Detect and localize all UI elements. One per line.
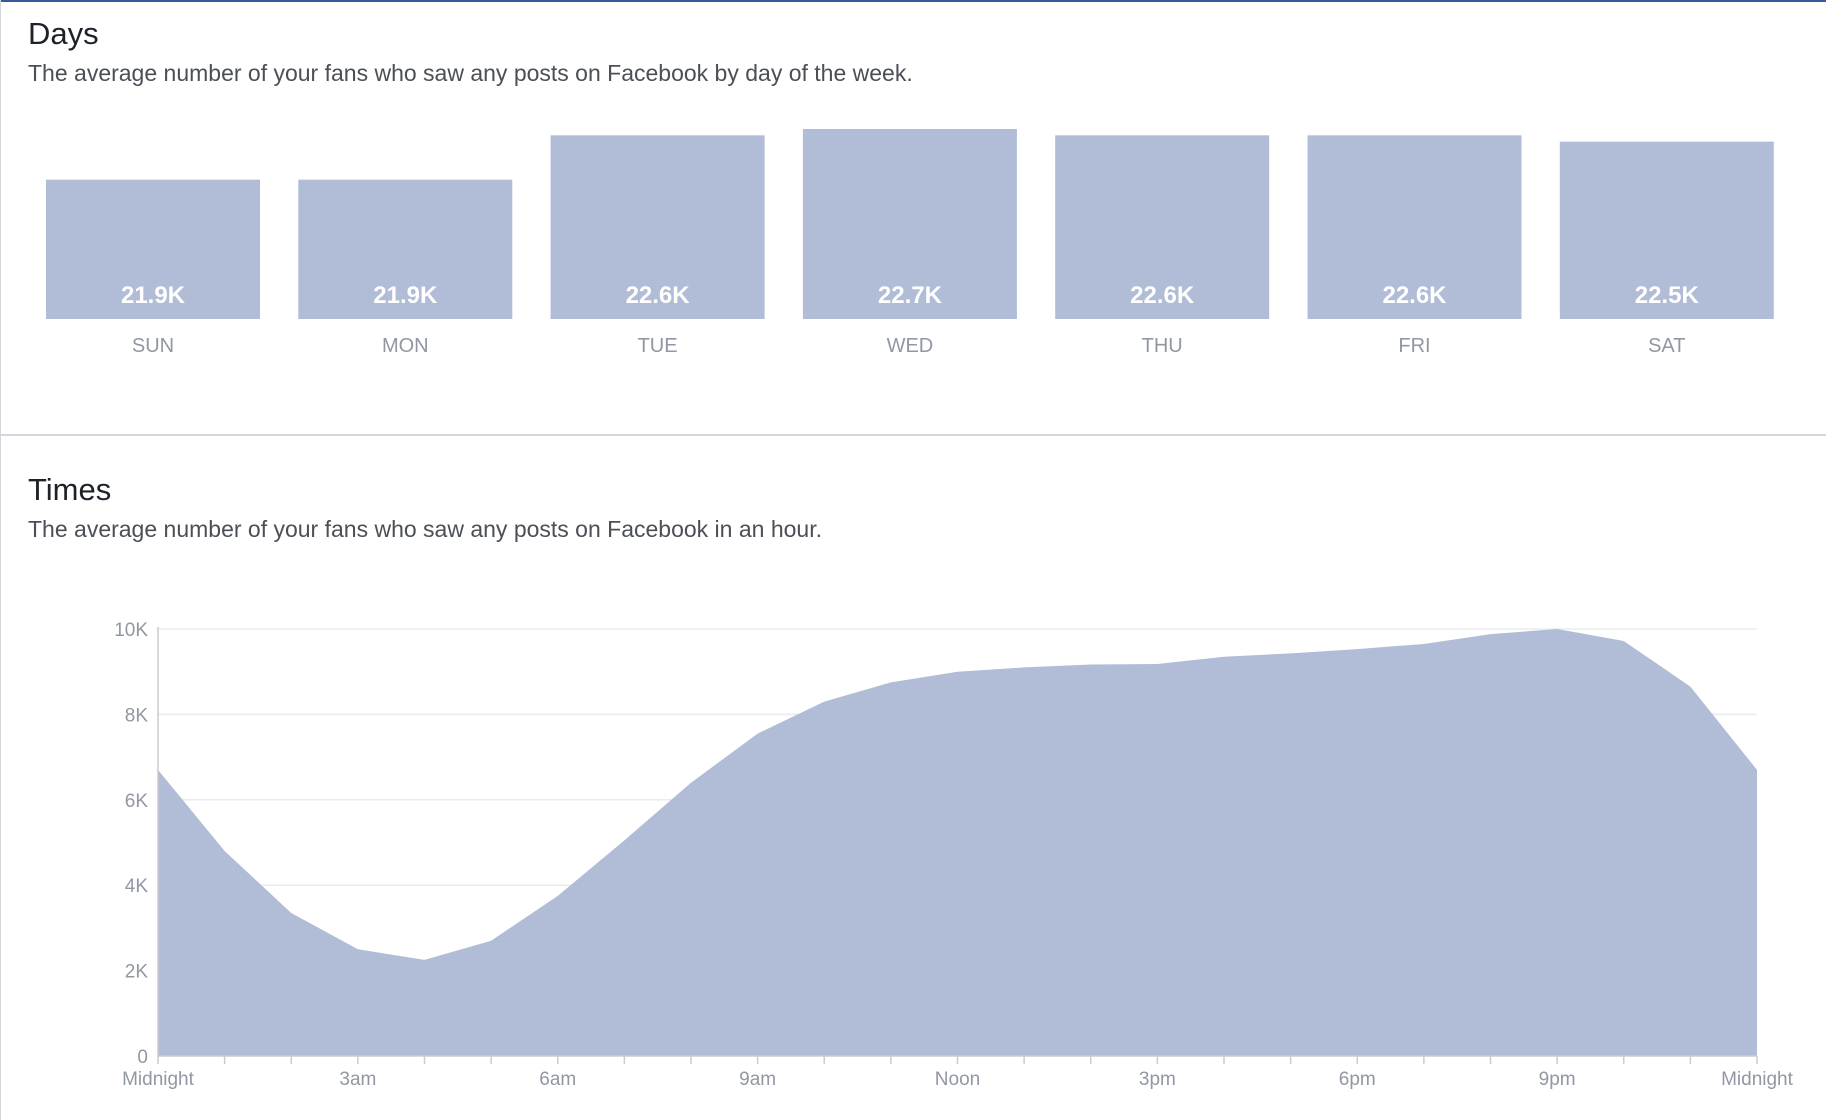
bar-sun[interactable] xyxy=(46,179,260,319)
x-tick-label: 9pm xyxy=(1539,1069,1576,1090)
area-point[interactable] xyxy=(688,780,694,786)
x-tick-label: Midnight xyxy=(122,1069,195,1090)
y-tick-label: 10K xyxy=(114,620,148,641)
bar-category-label: MON xyxy=(382,335,429,357)
area-point[interactable] xyxy=(1687,684,1693,690)
bar-value-label: 22.6K xyxy=(626,282,691,309)
x-tick-label: 3pm xyxy=(1139,1069,1176,1090)
area-series[interactable] xyxy=(158,629,1757,1056)
area-point[interactable] xyxy=(621,837,627,843)
days-title: Days xyxy=(28,16,99,51)
bar-fri[interactable] xyxy=(1307,135,1522,319)
area-point[interactable] xyxy=(1221,654,1227,660)
bar-category-label: SAT xyxy=(1648,335,1685,357)
y-tick-label: 6K xyxy=(125,791,149,812)
bar-sat[interactable] xyxy=(1559,141,1774,319)
x-tick-label: 6pm xyxy=(1339,1069,1376,1090)
area-point[interactable] xyxy=(355,946,361,952)
times-area-chart: 0 2K 4K 6K 8K 10K Midnight 3am 6am 9am Noon 3pm 6pm 9… xyxy=(114,620,1794,1090)
area-point[interactable] xyxy=(1154,661,1160,667)
bar-value-label: 22.5K xyxy=(1635,282,1700,309)
area-point[interactable] xyxy=(222,848,228,854)
area-point[interactable] xyxy=(1021,664,1027,670)
area-point[interactable] xyxy=(1088,661,1094,667)
area-point[interactable] xyxy=(888,679,894,685)
bar-thu[interactable] xyxy=(1055,135,1270,319)
bar-category-label: THU xyxy=(1142,335,1183,357)
area-point[interactable] xyxy=(488,938,494,944)
bar-value-label: 22.6K xyxy=(1130,282,1195,309)
area-point[interactable] xyxy=(422,957,428,963)
bar-category-label: FRI xyxy=(1398,335,1430,357)
x-tick-label: 3am xyxy=(339,1069,376,1090)
area-point[interactable] xyxy=(955,669,961,675)
area-point[interactable] xyxy=(555,893,561,899)
bar-category-label: TUE xyxy=(638,335,678,357)
area-point[interactable] xyxy=(1354,646,1360,652)
area-point[interactable] xyxy=(288,910,294,916)
days-section: Days The average number of your fans who… xyxy=(0,0,1826,436)
bar-value-label: 22.6K xyxy=(1382,282,1447,309)
area-point[interactable] xyxy=(1754,767,1760,773)
days-description: The average number of your fans who saw … xyxy=(28,60,913,86)
x-tick-label: Noon xyxy=(935,1069,980,1090)
top-accent-rule xyxy=(0,0,1826,2)
area-point[interactable] xyxy=(1554,626,1560,632)
bar-tue[interactable] xyxy=(550,135,765,319)
bar-value-label: 21.9K xyxy=(373,282,438,309)
area-point[interactable] xyxy=(1621,638,1627,644)
x-tick-label: Midnight xyxy=(1721,1069,1794,1090)
y-tick-label: 2K xyxy=(125,962,149,983)
bar-mon[interactable] xyxy=(298,179,513,319)
bar-wed[interactable] xyxy=(802,129,1017,319)
times-section: Times The average number of your fans wh… xyxy=(0,438,1826,1120)
bar-value-label: 21.9K xyxy=(121,282,186,309)
days-bar-chart: 21.9K SUN 21.9K MON 22.6K TUE 22.7K WED 22.6K THU… xyxy=(46,129,1774,357)
times-description: The average number of your fans who saw … xyxy=(28,516,822,542)
y-tick-label: 0 xyxy=(137,1047,148,1068)
times-title: Times xyxy=(28,472,112,507)
y-tick-label: 4K xyxy=(125,876,149,897)
area-point[interactable] xyxy=(1488,631,1494,637)
x-tick-label: 6am xyxy=(539,1069,576,1090)
area-point[interactable] xyxy=(1288,650,1294,656)
bar-category-label: SUN xyxy=(132,335,174,357)
area-point[interactable] xyxy=(755,731,761,737)
area-point[interactable] xyxy=(821,699,827,705)
bar-category-label: WED xyxy=(887,335,934,357)
x-tick-label: 9am xyxy=(739,1069,776,1090)
y-tick-label: 8K xyxy=(125,705,149,726)
left-border xyxy=(0,0,1,1120)
area-point[interactable] xyxy=(1421,641,1427,647)
bar-value-label: 22.7K xyxy=(878,282,943,309)
